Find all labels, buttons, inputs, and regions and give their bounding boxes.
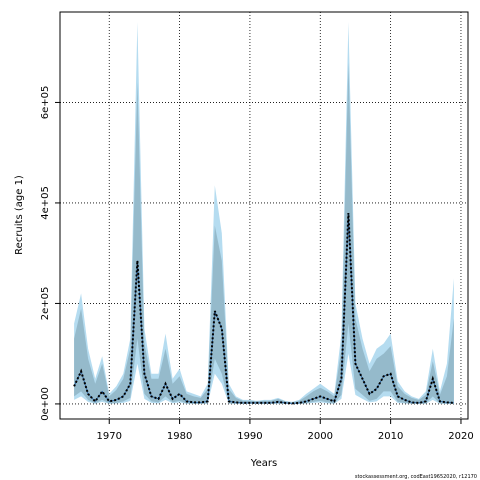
- credit-text: stockassessment.org, codEast19652020, r1…: [355, 474, 477, 480]
- x-axis-label: Years: [250, 458, 277, 469]
- estimate-line: [73, 212, 454, 405]
- y-tick-label: 0e+00: [40, 387, 51, 421]
- x-tick-label: 1990: [237, 431, 262, 442]
- y-tick-label: 6e+05: [40, 86, 51, 120]
- x-tick-label: 2010: [378, 431, 403, 442]
- x-tick-label: 1970: [97, 431, 122, 442]
- inner-confidence-band: [74, 62, 454, 404]
- x-tick-label: 2020: [448, 431, 473, 442]
- grid-lines: [60, 12, 468, 419]
- x-axis: 1970 1980 1990 2000 2010 2020: [97, 419, 474, 442]
- plot-area: [73, 22, 454, 405]
- y-axis-label: Recruits (age 1): [14, 175, 25, 255]
- y-axis: 0e+00 2e+05 4e+05 6e+05: [40, 86, 60, 421]
- x-tick-label: 1980: [167, 431, 192, 442]
- plot-frame: [59, 11, 469, 420]
- y-tick-label: 2e+05: [40, 287, 51, 321]
- x-tick-label: 2000: [308, 431, 333, 442]
- y-tick-label: 4e+05: [40, 186, 51, 220]
